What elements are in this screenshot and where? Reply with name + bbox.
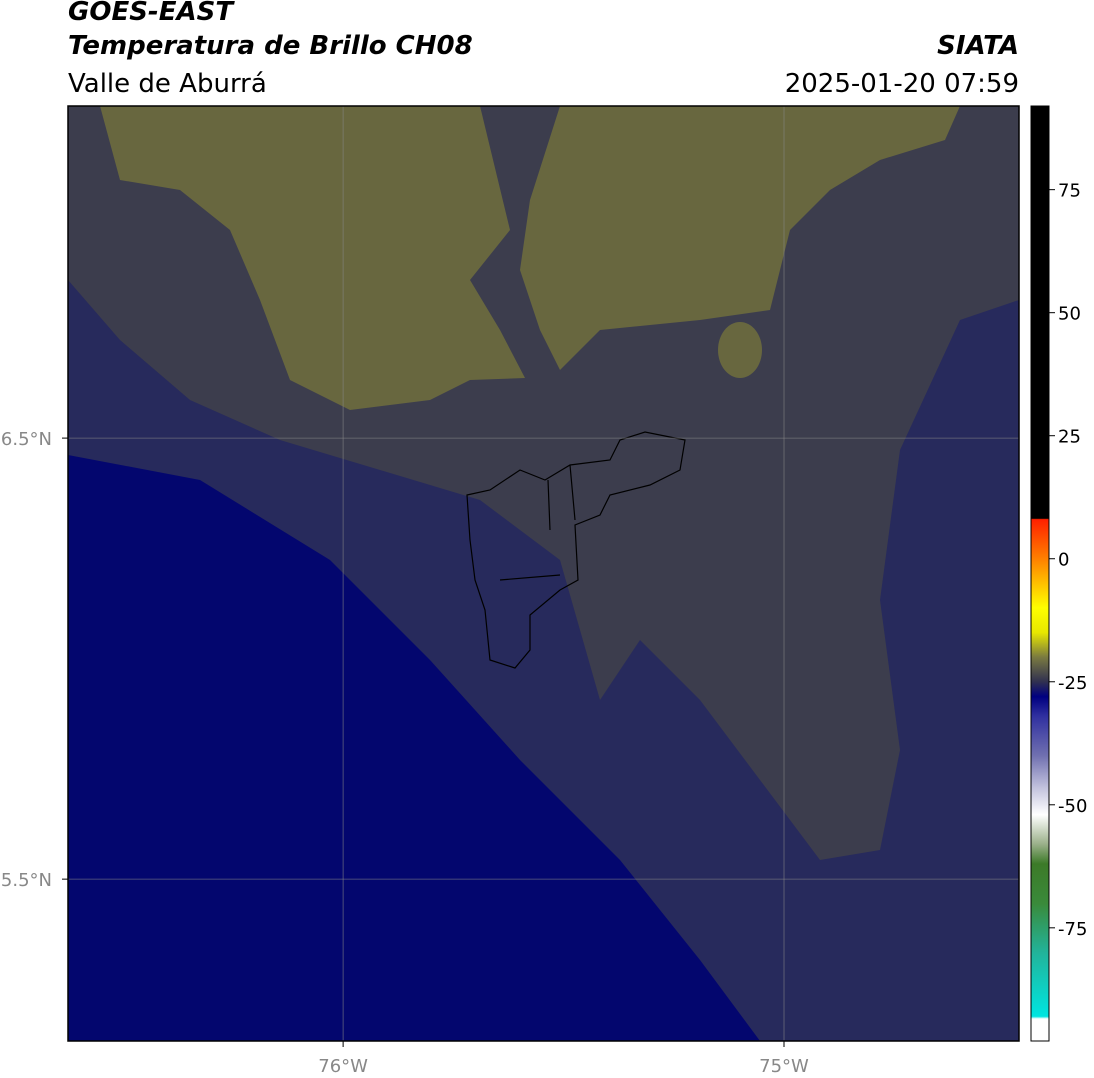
datetime: 2025-01-20 07:59 bbox=[785, 69, 1019, 99]
colorbar-label: 0 bbox=[1058, 550, 1069, 571]
map-frame bbox=[67, 105, 1020, 1042]
colorbar-label: -50 bbox=[1058, 796, 1087, 817]
title: GOES-EAST bbox=[68, 0, 235, 27]
colorbar-label: -25 bbox=[1058, 673, 1087, 694]
colorbar bbox=[1030, 105, 1050, 1042]
colorbar-label: 50 bbox=[1058, 304, 1081, 325]
map-image bbox=[68, 106, 1019, 1041]
colorbar-label: 75 bbox=[1058, 181, 1081, 202]
x-tick-label: 75°W bbox=[759, 1056, 809, 1077]
region: Valle de Aburrá bbox=[68, 69, 267, 99]
colorbar-label: -75 bbox=[1058, 919, 1087, 940]
subtitle: Temperatura de Brillo CH08 bbox=[68, 31, 473, 61]
y-tick-label: 6.5°N bbox=[1, 429, 52, 450]
colorbar-label: 25 bbox=[1058, 427, 1081, 448]
x-tick-label: 76°W bbox=[318, 1056, 368, 1077]
source: SIATA bbox=[937, 31, 1019, 61]
y-tick-label: 5.5°N bbox=[1, 870, 52, 891]
